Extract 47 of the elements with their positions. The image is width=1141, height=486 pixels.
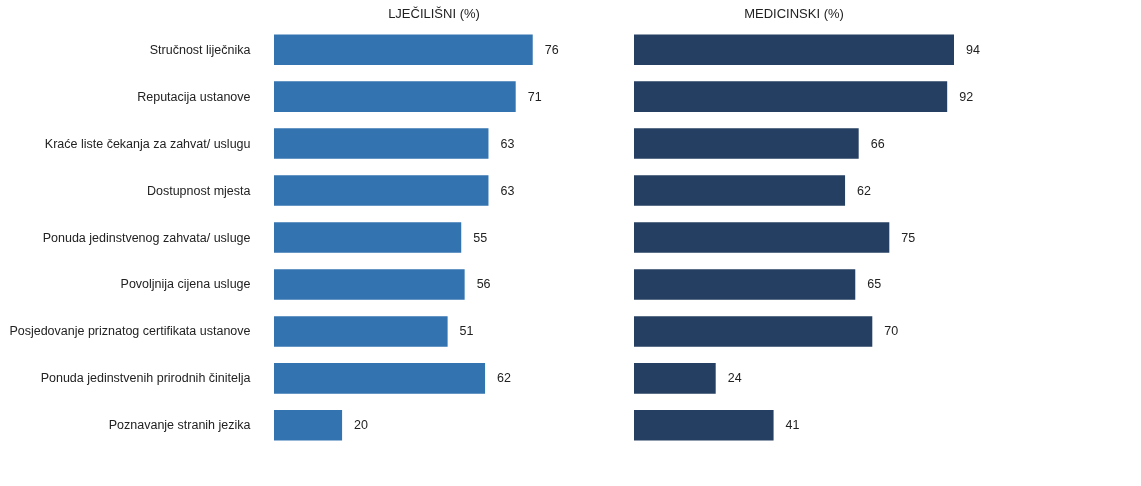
chart-title: LJEČILIŠNI (%) [388, 6, 480, 21]
data-label: 24 [727, 371, 742, 386]
bar [634, 81, 948, 112]
data-label: 92 [959, 89, 974, 104]
y-tick-label: Povoljnija cijena usluge [120, 277, 251, 292]
data-label: 55 [473, 230, 488, 245]
bar [634, 316, 873, 347]
data-label: 63 [500, 183, 515, 198]
y-tick-label: Dostupnost mjesta [146, 183, 251, 198]
data-label: 56 [476, 277, 491, 292]
y-tick-label: Posjedovanje priznatog certifikata ustanove [9, 324, 251, 339]
bar [274, 222, 462, 253]
bar [274, 269, 465, 300]
bar [274, 128, 489, 159]
bar [634, 269, 856, 300]
data-label: 65 [867, 277, 882, 292]
bar [274, 410, 343, 441]
data-label: 75 [901, 230, 916, 245]
data-label: 20 [354, 418, 369, 433]
bar [634, 175, 846, 206]
bar [634, 128, 859, 159]
data-label: 62 [857, 183, 872, 198]
data-label: 62 [497, 371, 512, 386]
y-tick-label: Reputacija ustanove [137, 89, 251, 104]
data-label: 66 [870, 136, 885, 151]
bar [274, 81, 516, 112]
chart-title: MEDICINSKI (%) [744, 6, 844, 21]
data-label: 41 [785, 418, 800, 433]
data-label: 63 [500, 136, 515, 151]
y-tick-label: Ponuda jedinstvenog zahvata/ usluge [42, 230, 251, 245]
bar [274, 34, 533, 65]
y-tick-label: Ponuda jedinstvenih prirodnih činitelja [40, 371, 251, 386]
bar [634, 363, 716, 394]
data-label: 70 [884, 324, 899, 339]
data-label: 94 [966, 42, 980, 57]
y-tick-label: Kraće liste čekanja za zahvat/ uslugu [44, 136, 251, 151]
data-label: 76 [544, 42, 559, 57]
data-label: 71 [527, 89, 542, 104]
data-label: 51 [459, 324, 474, 339]
y-tick-label: Stručnost liječnika [149, 42, 251, 57]
bar [274, 363, 486, 394]
bar [274, 316, 448, 347]
bar [634, 410, 774, 441]
bar [634, 222, 890, 253]
y-tick-label: Poznavanje stranih jezika [108, 418, 251, 433]
bar [634, 34, 954, 65]
bar [274, 175, 489, 206]
